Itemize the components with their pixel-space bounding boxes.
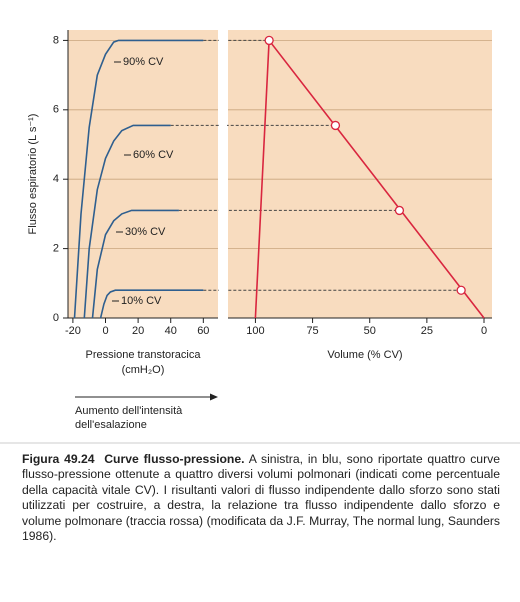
line [99,289,204,319]
x-tick-label: 50 [364,325,376,337]
x-tick-label: 20 [132,325,144,337]
y-tick-label: 8 [53,34,59,46]
x-axis-label: (cmH₂O) [122,364,165,376]
annotation: dell'esalazione [75,419,147,431]
plot-area [228,30,492,318]
line [91,209,179,319]
point [456,285,466,295]
panel-gap [219,28,227,317]
x-tick-label: 0 [481,325,487,337]
arrow-head [210,393,218,401]
series-label: 90% CV [123,56,164,68]
caption-text: A sinistra, in blu, sono riportate quatt… [22,452,501,544]
x-axis-label: Volume (% CV) [327,349,402,361]
line [83,124,171,319]
point [394,205,405,216]
series-label: 30% CV [125,226,166,238]
line [73,39,204,319]
annotation: Aumento dell'intensità [75,405,183,417]
x-tick-label: 75 [306,325,318,337]
series-label: 60% CV [133,149,174,161]
x-tick-label: 0 [102,325,108,337]
series-label: 10% CV [121,295,162,307]
point [330,120,341,131]
x-tick-label: 25 [421,325,433,337]
y-tick-label: 6 [53,104,59,116]
y-axis-label: Flusso espiratorio (L s⁻¹) [27,114,39,235]
x-tick-label: 40 [165,325,177,337]
caption-label: Figura 49.24 [22,452,95,466]
x-axis-label: Pressione transtoracica [86,349,202,361]
plot-area [68,30,218,318]
figure: Flusso espiratorio (L s⁻¹) Pressione tra… [0,28,520,444]
x-tick-label: -20 [65,325,81,337]
y-tick-label: 0 [53,312,59,324]
x-tick-label: 100 [246,325,264,337]
point [264,35,274,46]
x-tick-label: 60 [197,325,209,337]
y-tick-label: 4 [53,173,59,185]
caption-heading: Curve flusso-pressione. [104,452,245,466]
y-tick-label: 2 [53,243,59,255]
caption: Figura 49.24 Curve flusso-pressione. A s… [22,452,500,544]
